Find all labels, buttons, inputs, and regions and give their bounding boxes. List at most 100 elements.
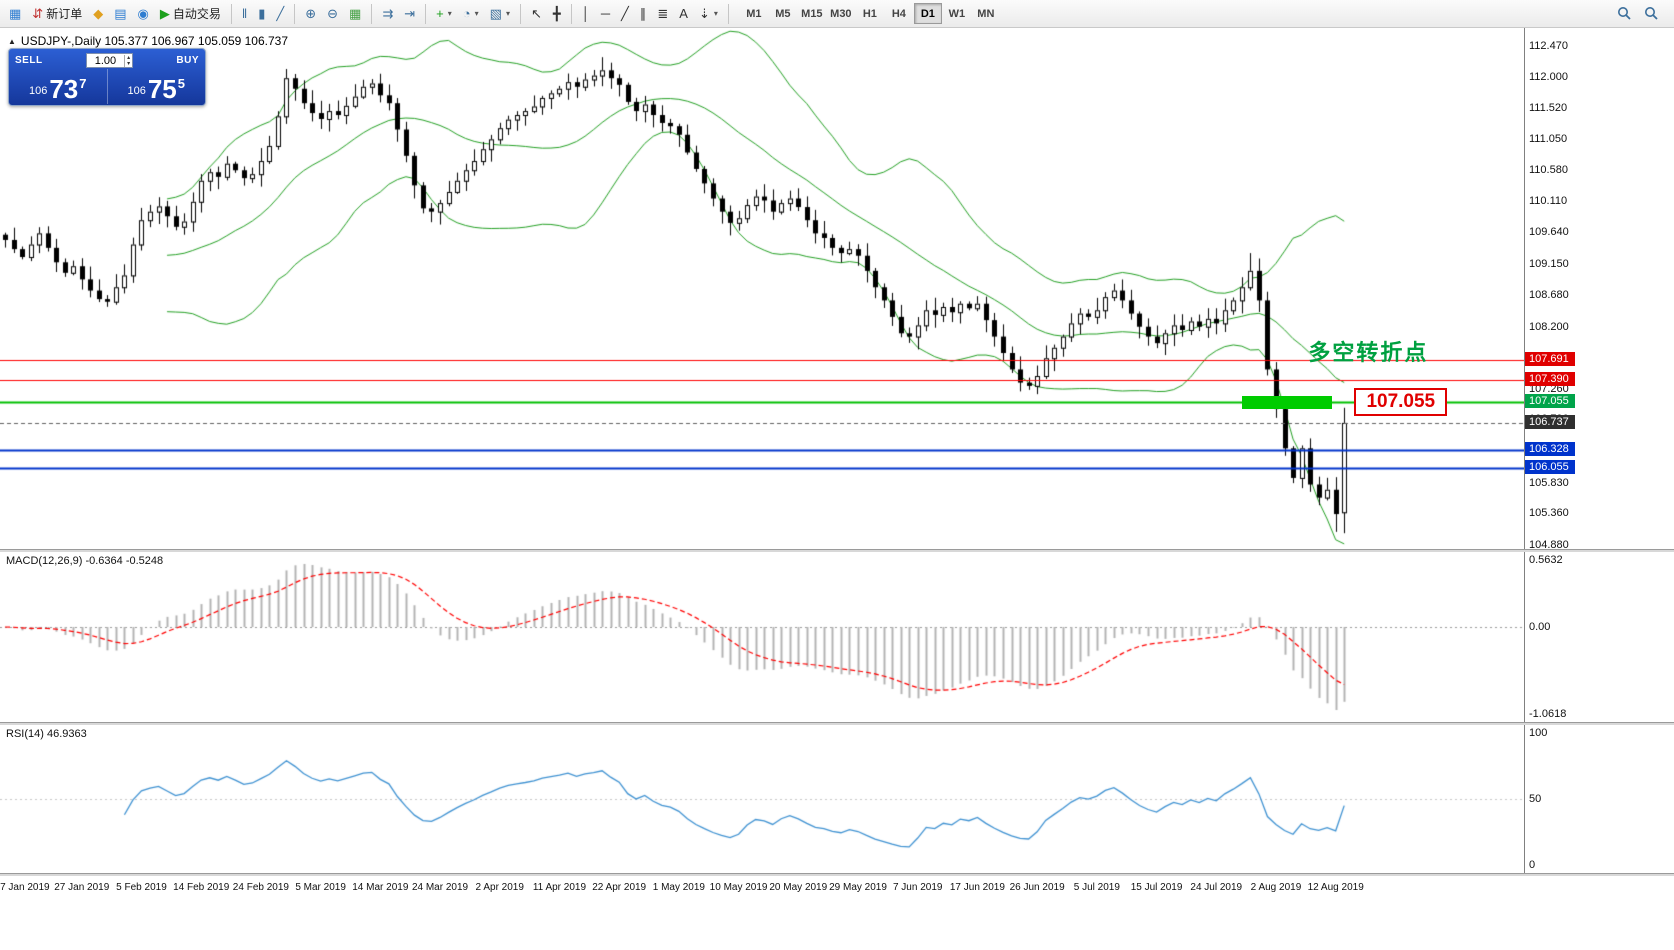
pane-divider[interactable]	[0, 722, 1674, 725]
periods-button[interactable]: ◔ ▾	[458, 2, 484, 26]
line-chart-button[interactable]: ╱	[271, 2, 289, 26]
axis-label: 110.580	[1529, 164, 1568, 177]
timeframe-h4-button[interactable]: H4	[885, 3, 913, 24]
chart-shift-button[interactable]: ⇥	[399, 2, 420, 26]
timeframe-mn-button[interactable]: MN	[972, 3, 1000, 24]
pane-divider[interactable]	[0, 549, 1674, 552]
pane-divider[interactable]	[0, 873, 1674, 876]
axis-label: 100	[1529, 727, 1548, 739]
timeframe-h1-button[interactable]: H1	[856, 3, 884, 24]
dropdown-caret-icon: ▾	[474, 9, 479, 18]
timeframe-m5-button[interactable]: M5	[769, 3, 797, 24]
turning-point-annotation[interactable]: 多空转折点	[1308, 340, 1429, 366]
support-zone-rectangle[interactable]	[1241, 396, 1333, 409]
time-axis-label: 5 Mar 2019	[295, 882, 346, 893]
volume-steppers[interactable]: ▴ ▾	[124, 54, 132, 67]
axis-label: 0	[1529, 859, 1536, 871]
toolbar-separator	[425, 3, 427, 24]
zoom-out-button[interactable]: ⊖	[322, 2, 343, 26]
timeframe-d1-button[interactable]: D1	[913, 3, 942, 24]
time-axis-label: 1 May 2019	[652, 882, 705, 893]
autotrading-button-label: 自动交易	[172, 7, 221, 21]
collapse-ohlc-icon[interactable]: ▲	[8, 36, 16, 46]
text-tool-icon: A	[679, 6, 688, 21]
volume-input[interactable]: 1.00 ▴ ▾	[85, 53, 134, 68]
price-chart-canvas[interactable]	[0, 28, 1524, 549]
channel-button[interactable]: ∥	[635, 2, 652, 26]
time-axis-label: 2 Aug 2019	[1250, 882, 1302, 893]
time-axis-label: 24 Feb 2019	[232, 882, 289, 893]
axis-label: 111.520	[1529, 102, 1568, 115]
price-tag[interactable]: 107.055	[1525, 393, 1575, 408]
price-tag[interactable]: 107.390	[1525, 371, 1575, 386]
chart-search-button[interactable]	[1641, 2, 1662, 26]
autotrading-icon: ▶	[159, 6, 170, 21]
bars-chart-button[interactable]: ‖	[237, 2, 252, 26]
terminal-icon: ◉	[137, 6, 149, 21]
volume-down-icon[interactable]: ▾	[127, 60, 131, 67]
chart-workspace: ▲ USDJPY-,Daily 105.377 106.967 105.059 …	[0, 28, 1674, 950]
text-tool-button[interactable]: A	[674, 2, 693, 26]
toolbar-separator	[570, 3, 572, 24]
sell-price-big: 73	[49, 74, 79, 104]
axis-label: 108.680	[1529, 289, 1569, 302]
time-axis-label: 5 Jul 2019	[1073, 882, 1120, 893]
time-axis[interactable]: 17 Jan 2019 27 Jan 2019 5 Feb 2019 14 Feb 2…	[0, 876, 1674, 950]
timeframe-m1-button[interactable]: M1	[740, 3, 768, 24]
fibonacci-button[interactable]: ≣	[652, 2, 673, 26]
arrows-button[interactable]: ⇣ ▾	[694, 2, 723, 26]
price-tag[interactable]: 107.691	[1525, 352, 1575, 367]
price-tag[interactable]: 106.328	[1525, 441, 1575, 456]
sell-button[interactable]: 106 73 7	[9, 69, 108, 104]
price-tag[interactable]: 106.737	[1525, 414, 1575, 429]
toolbar-separator	[294, 3, 296, 24]
toolbar: ▦ ⇵ 新订单 ◆ ▤ ◉ ▶ 自动交易 ‖ ▮ ╱ ⊕ ⊖ ▦ ⇉ ⇥ + ▾ ◔ ▾ ▧ ▾ ↖ ╋ │ ─ ╱ ∥ ≣ A ⇣ ▾ M1 M…	[0, 0, 1674, 28]
chart-title: ▲ USDJPY-,Daily 105.377 106.967 105.059 …	[8, 34, 288, 48]
time-axis-label: 10 May 2019	[709, 882, 768, 893]
sell-caption: SELL	[15, 55, 43, 66]
templates-button[interactable]: ▧ ▾	[485, 2, 515, 26]
rsi-axis[interactable]: 100 50 0	[1524, 725, 1674, 873]
dropdown-caret-icon: ▾	[505, 9, 510, 18]
sell-price-pip: 7	[79, 76, 87, 91]
indicators-button[interactable]: + ▾	[431, 2, 457, 26]
new-chart-button[interactable]: ▦	[4, 2, 26, 26]
metaeditor-button[interactable]: ◆	[88, 2, 108, 26]
macd-axis[interactable]: 0.5632 0.00 -1.0618	[1524, 552, 1674, 722]
autotrading-button[interactable]: ▶ 自动交易	[155, 2, 226, 26]
macd-canvas[interactable]	[0, 552, 1524, 722]
trendline-icon: ╱	[621, 6, 629, 21]
market-watch-button[interactable]: ▤	[109, 2, 131, 26]
rsi-canvas[interactable]	[0, 725, 1524, 873]
volume-up-icon[interactable]: ▴	[127, 54, 131, 61]
cursor-icon: ↖	[530, 6, 542, 21]
new-order-button[interactable]: ⇵ 新订单	[27, 2, 87, 26]
axis-label: 109.150	[1529, 258, 1569, 271]
buy-price-big: 75	[147, 74, 177, 104]
symbol-search-button[interactable]	[1614, 2, 1635, 26]
axis-label: 0.00	[1529, 620, 1551, 633]
auto-scroll-button[interactable]: ⇉	[377, 2, 398, 26]
timeframe-w1-button[interactable]: W1	[943, 3, 971, 24]
timeframe-m15-button[interactable]: M15	[798, 3, 826, 24]
toolbar-separator	[727, 3, 729, 24]
trendline-button[interactable]: ╱	[616, 2, 634, 26]
zoom-in-button[interactable]: ⊕	[300, 2, 321, 26]
cursor-button[interactable]: ↖	[526, 2, 547, 26]
buy-caption: BUY	[176, 55, 199, 66]
price-tag[interactable]: 106.055	[1525, 459, 1575, 474]
time-axis-label: 24 Jul 2019	[1190, 882, 1243, 893]
time-axis-label: 22 Apr 2019	[592, 882, 647, 893]
vertical-line-button[interactable]: │	[577, 2, 595, 26]
dropdown-caret-icon: ▾	[447, 9, 452, 18]
buy-button[interactable]: 106 75 5	[108, 69, 206, 104]
crosshair-button[interactable]: ╋	[548, 2, 566, 26]
new-order-icon: ⇵	[32, 6, 44, 21]
terminal-button[interactable]: ◉	[133, 2, 154, 26]
price-level-callout[interactable]: 107.055	[1354, 387, 1448, 416]
horizontal-line-button[interactable]: ─	[596, 2, 615, 26]
price-axis[interactable]: 112.470 112.000 111.520 111.050 110.580 110.1…	[1524, 28, 1674, 551]
timeframe-m30-button[interactable]: M30	[827, 3, 855, 24]
tile-windows-button[interactable]: ▦	[344, 2, 366, 26]
candles-chart-button[interactable]: ▮	[253, 2, 270, 26]
